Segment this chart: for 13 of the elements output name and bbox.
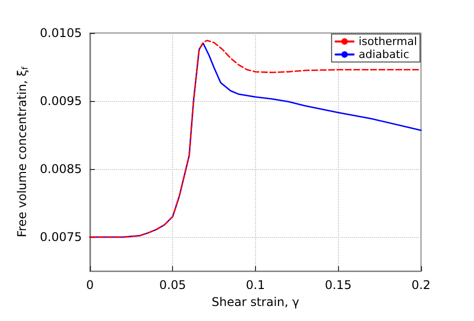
- legend-label: adiabatic: [358, 48, 410, 61]
- y-axis-title: Free volume concentratin, ξf: [15, 66, 30, 238]
- y-tick-label: 0.0105: [40, 26, 82, 40]
- x-tick-label: 0: [86, 278, 94, 292]
- x-tick-label: 0.05: [159, 278, 186, 292]
- x-tick-label: 0.2: [411, 278, 431, 292]
- y-tick-label: 0.0095: [40, 94, 82, 108]
- x-axis-title: Shear strain, γ: [212, 295, 300, 309]
- legend-label: isothermal: [358, 35, 418, 48]
- x-tick-label: 0.15: [324, 278, 352, 292]
- y-tick-label: 0.0085: [40, 162, 82, 176]
- y-tick-label: 0.0075: [40, 230, 82, 244]
- x-tick-label: 0.1: [246, 278, 265, 292]
